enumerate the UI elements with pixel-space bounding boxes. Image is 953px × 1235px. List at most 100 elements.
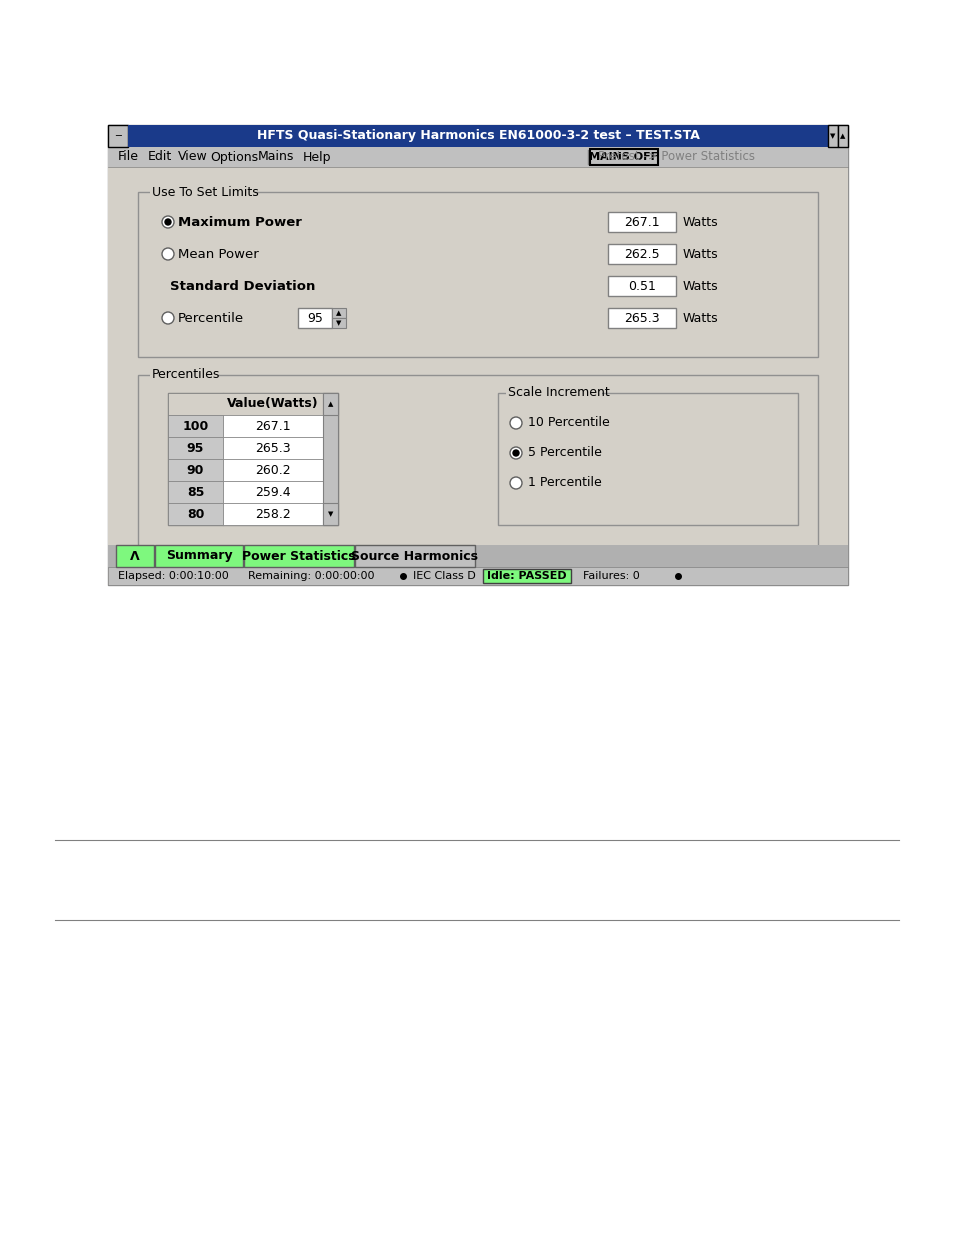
Bar bbox=[244, 545, 354, 567]
Bar bbox=[108, 167, 847, 585]
Circle shape bbox=[162, 216, 173, 228]
Bar bbox=[589, 149, 658, 165]
Bar bbox=[223, 437, 323, 459]
Text: Help: Help bbox=[303, 151, 331, 163]
Text: Watts: Watts bbox=[682, 311, 718, 325]
Bar bbox=[323, 393, 337, 415]
Circle shape bbox=[162, 248, 173, 261]
Text: 260.2: 260.2 bbox=[254, 463, 291, 477]
Text: 267.1: 267.1 bbox=[623, 215, 659, 228]
Bar bbox=[108, 545, 847, 569]
Circle shape bbox=[165, 219, 171, 225]
Text: Value(Watts): Value(Watts) bbox=[227, 398, 318, 410]
Text: Summary: Summary bbox=[166, 550, 233, 562]
Text: Percentiles: Percentiles bbox=[152, 368, 220, 382]
Text: 259.4: 259.4 bbox=[254, 485, 291, 499]
Bar bbox=[108, 147, 847, 167]
Text: Elapsed: 0:00:10:00: Elapsed: 0:00:10:00 bbox=[118, 571, 229, 580]
Text: Watts: Watts bbox=[682, 215, 718, 228]
Text: Λ: Λ bbox=[130, 550, 140, 562]
Text: Idle: PASSED: Idle: PASSED bbox=[487, 571, 566, 580]
Text: Source Harmonics: Source Harmonics bbox=[351, 550, 478, 562]
Text: Percentile: Percentile bbox=[178, 311, 244, 325]
Bar bbox=[223, 480, 323, 503]
Bar bbox=[827, 125, 837, 147]
Bar bbox=[168, 393, 323, 415]
Text: File: File bbox=[118, 151, 139, 163]
Bar bbox=[128, 125, 827, 147]
Bar bbox=[108, 125, 847, 585]
Bar bbox=[607, 308, 676, 329]
Text: 85: 85 bbox=[187, 485, 204, 499]
Text: Options: Options bbox=[210, 151, 258, 163]
Text: 90: 90 bbox=[187, 463, 204, 477]
Text: 265.3: 265.3 bbox=[623, 311, 659, 325]
Text: View: View bbox=[178, 151, 208, 163]
Text: Maximum Power: Maximum Power bbox=[178, 215, 301, 228]
Bar bbox=[138, 375, 817, 550]
Text: 5 Percentile: 5 Percentile bbox=[527, 447, 601, 459]
Bar bbox=[505, 387, 601, 399]
Bar bbox=[168, 480, 223, 503]
Bar bbox=[150, 185, 254, 198]
Text: HFTS Quasi-Stationary Harmonics EN61000-3-2 test – TEST.STA: HFTS Quasi-Stationary Harmonics EN61000-… bbox=[256, 130, 699, 142]
Text: ▼: ▼ bbox=[829, 133, 835, 140]
Text: 267.1: 267.1 bbox=[254, 420, 291, 432]
Text: ▼: ▼ bbox=[328, 511, 333, 517]
Text: ▲: ▲ bbox=[336, 310, 341, 316]
Bar bbox=[223, 415, 323, 437]
Bar bbox=[323, 393, 337, 525]
Bar bbox=[332, 308, 346, 317]
Text: 95: 95 bbox=[187, 441, 204, 454]
Bar bbox=[116, 545, 153, 567]
Text: Remaining: 0:00:00:00: Remaining: 0:00:00:00 bbox=[248, 571, 375, 580]
Text: MAINS OFF: MAINS OFF bbox=[589, 152, 658, 162]
Text: Mains: Mains bbox=[257, 151, 294, 163]
Circle shape bbox=[510, 417, 521, 429]
Text: 10 Percentile: 10 Percentile bbox=[527, 416, 609, 430]
Bar bbox=[154, 545, 243, 567]
Circle shape bbox=[162, 312, 173, 324]
Circle shape bbox=[510, 447, 521, 459]
Bar bbox=[607, 245, 676, 264]
Bar bbox=[607, 212, 676, 232]
Text: Power Statistics: Power Statistics bbox=[242, 550, 355, 562]
Text: ▲: ▲ bbox=[328, 401, 333, 408]
Text: Failures: 0: Failures: 0 bbox=[582, 571, 639, 580]
Circle shape bbox=[510, 477, 521, 489]
Bar bbox=[168, 437, 223, 459]
Bar bbox=[482, 569, 571, 583]
Text: Pretest -> Power Statistics: Pretest -> Power Statistics bbox=[598, 151, 754, 163]
Bar bbox=[223, 503, 323, 525]
Bar bbox=[837, 125, 847, 147]
Text: Mean Power: Mean Power bbox=[178, 247, 258, 261]
Text: ▲: ▲ bbox=[840, 133, 844, 140]
Text: ─: ─ bbox=[115, 131, 121, 141]
Text: Watts: Watts bbox=[682, 247, 718, 261]
Text: 100: 100 bbox=[182, 420, 209, 432]
Text: Standard Deviation: Standard Deviation bbox=[170, 279, 315, 293]
Bar bbox=[168, 415, 223, 437]
Bar bbox=[108, 567, 847, 585]
Text: Edit: Edit bbox=[148, 151, 172, 163]
Text: Watts: Watts bbox=[682, 279, 718, 293]
Bar bbox=[332, 317, 346, 329]
Bar bbox=[108, 125, 128, 147]
Bar bbox=[497, 393, 797, 525]
Bar bbox=[138, 191, 817, 357]
Text: IEC Class D: IEC Class D bbox=[413, 571, 476, 580]
Bar bbox=[168, 459, 223, 480]
Text: ▼: ▼ bbox=[336, 320, 341, 326]
Bar bbox=[168, 503, 223, 525]
Text: 262.5: 262.5 bbox=[623, 247, 659, 261]
Text: 265.3: 265.3 bbox=[254, 441, 291, 454]
Circle shape bbox=[513, 450, 518, 456]
Bar bbox=[323, 503, 337, 525]
Bar bbox=[607, 275, 676, 296]
Bar bbox=[223, 459, 323, 480]
Text: Scale Increment: Scale Increment bbox=[507, 387, 609, 399]
Bar bbox=[355, 545, 475, 567]
Text: 0.51: 0.51 bbox=[627, 279, 656, 293]
Text: 258.2: 258.2 bbox=[254, 508, 291, 520]
Text: Use To Set Limits: Use To Set Limits bbox=[152, 185, 258, 199]
